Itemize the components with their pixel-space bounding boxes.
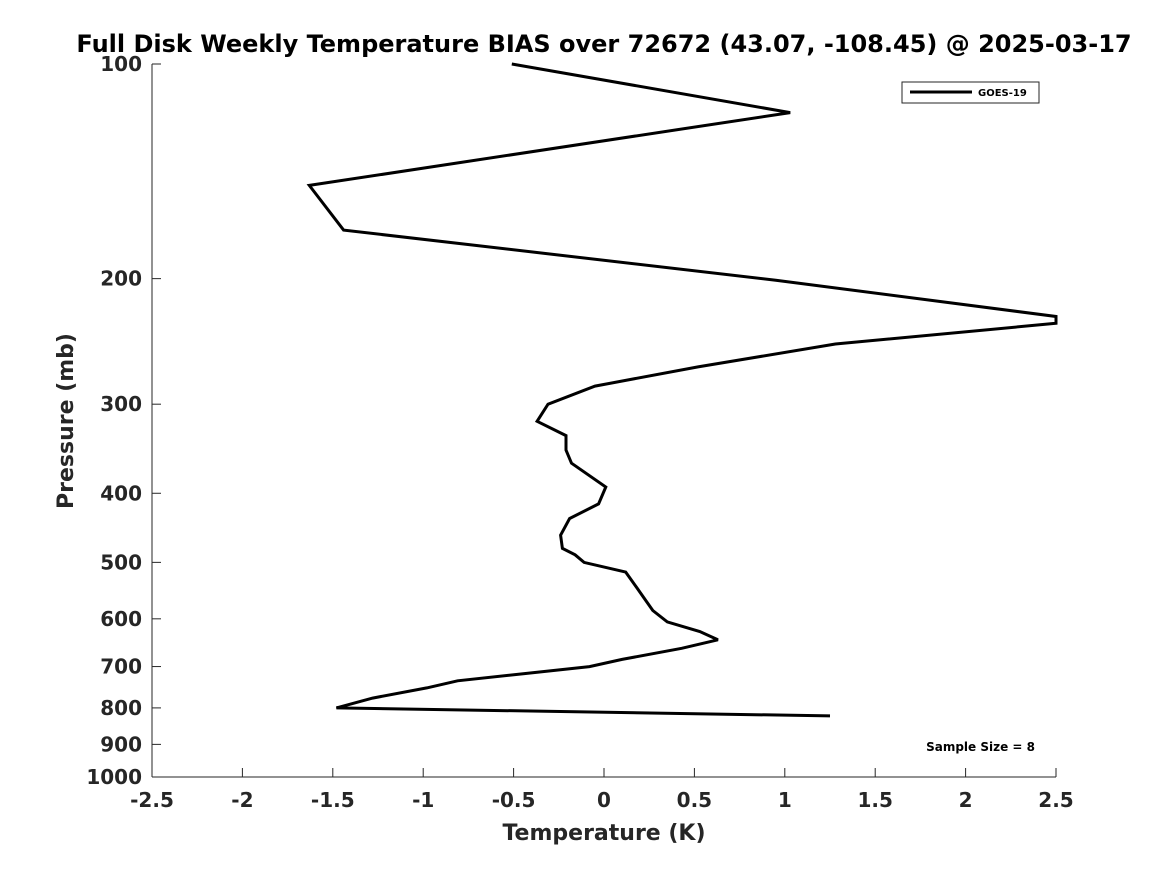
- x-tick-label: 1: [778, 788, 792, 812]
- series-layer: [306, 62, 1058, 718]
- x-axis-label: Temperature (K): [502, 821, 705, 846]
- y-tick-label: 700: [100, 655, 142, 679]
- series-line-goes-19: [306, 62, 1058, 718]
- y-tick-label: 600: [100, 607, 142, 631]
- y-tick-label: 100: [100, 52, 142, 76]
- x-tick-label: 1.5: [857, 788, 892, 812]
- x-tick-label: -0.5: [492, 788, 536, 812]
- y-tick-label: 200: [100, 267, 142, 291]
- y-tick-label: 900: [100, 732, 142, 756]
- sample-size-annotation: Sample Size = 8: [926, 740, 1035, 754]
- y-tick-label: 800: [100, 696, 142, 720]
- x-tick-label: -1.5: [311, 788, 355, 812]
- legend: GOES-19: [901, 81, 1040, 104]
- plot-axes: [151, 64, 1056, 778]
- chart-title: Full Disk Weekly Temperature BIAS over 7…: [76, 30, 1131, 58]
- x-tick-label: 2.5: [1038, 788, 1073, 812]
- x-tick-label: -1: [412, 788, 434, 812]
- y-axis-label: Pressure (mb): [54, 333, 79, 509]
- y-tick-label: 500: [100, 550, 142, 574]
- y-tick-label: 300: [100, 392, 142, 416]
- legend-label: GOES-19: [978, 88, 1027, 99]
- y-axis-ticks: 100 200 300 400 500 600 700 800 900 1000: [86, 52, 161, 789]
- x-tick-label: 2: [959, 788, 973, 812]
- x-axis-ticks: -2.5 -2 -1.5 -1 -0.5 0 0.5 1 1.5 2 2.5: [130, 768, 1074, 812]
- x-tick-label: 0.5: [677, 788, 712, 812]
- y-tick-label: 400: [100, 481, 142, 505]
- x-tick-label: -2: [231, 788, 253, 812]
- x-tick-label: 0: [597, 788, 611, 812]
- x-tick-label: -2.5: [130, 788, 174, 812]
- y-tick-label: 1000: [86, 765, 142, 789]
